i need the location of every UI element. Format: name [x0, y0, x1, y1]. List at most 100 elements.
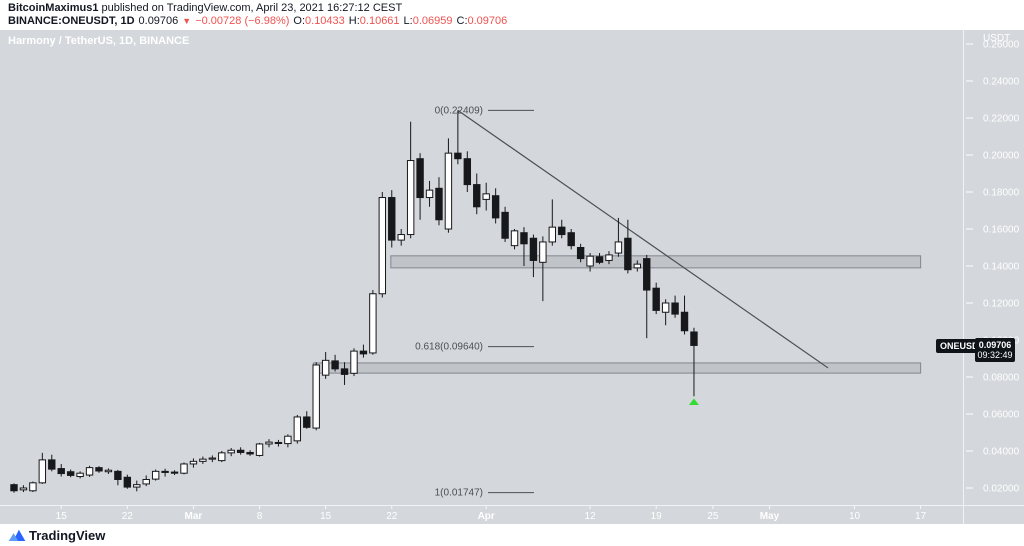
candle-body	[218, 452, 226, 462]
close-label: C:	[456, 15, 468, 27]
price-tick-label: 0.02000	[983, 484, 1020, 495]
buy-arrow-marker[interactable]	[688, 398, 699, 405]
candle-body	[425, 189, 434, 199]
candle-body	[652, 287, 660, 311]
price-tick-label: 0.26000	[983, 40, 1020, 51]
candle-body	[123, 476, 132, 488]
candle-body	[435, 187, 443, 221]
price-axis-unit: USDT	[983, 33, 1010, 44]
candle-body	[473, 184, 481, 208]
open-value: 0.10433	[305, 15, 345, 27]
candle-body	[161, 470, 169, 473]
candle-body	[491, 195, 500, 219]
published-text: published on TradingView.com, April 23, …	[98, 2, 403, 14]
top-attribution-bar: BitcoinMaximus1 published on TradingView…	[0, 0, 1024, 30]
attribution-line: BitcoinMaximus1 published on TradingView…	[8, 2, 402, 14]
price-tick-label: 0.22000	[983, 114, 1020, 125]
fib-level-label: 1(0.01747)	[435, 488, 483, 499]
candle-body	[529, 237, 538, 261]
candle-body	[567, 232, 575, 247]
high-value: 0.10661	[359, 15, 400, 27]
candle-body	[595, 256, 604, 263]
candle-body	[661, 302, 670, 313]
chart-pane[interactable]: 0(0.22409) 0.618(0.09640) 1(0.01747) USDT 0.…	[0, 30, 1024, 524]
candle-body	[104, 469, 113, 473]
candle-body	[29, 482, 37, 492]
time-tick-label: 25	[707, 511, 719, 522]
time-tick-label: 8	[257, 511, 263, 522]
fib-level-label: 0.618(0.09640)	[415, 342, 483, 353]
candle-body	[501, 211, 509, 239]
price-tick-label: 0.18000	[983, 188, 1020, 199]
candle-body	[66, 471, 75, 476]
time-tick-label: May	[760, 511, 780, 522]
candle-body	[586, 255, 594, 267]
time-tick-label: 22	[122, 511, 134, 522]
candle-body	[388, 197, 396, 241]
high-label: H:	[348, 15, 360, 27]
price-change: −0.00728 (−6.98%)	[195, 15, 290, 27]
horizontal-zone[interactable]	[312, 362, 922, 374]
candle-body	[293, 416, 302, 442]
footer-bar: TradingView	[0, 524, 1024, 546]
author-name: BitcoinMaximus1	[8, 2, 99, 14]
candle-body	[510, 230, 519, 247]
bar-countdown: 09:32:49	[977, 350, 1013, 360]
price-tick-label: 0.20000	[983, 151, 1020, 162]
candle-body	[605, 254, 613, 261]
candle-body	[76, 472, 84, 478]
candle-body	[151, 470, 160, 480]
candle-body	[397, 234, 405, 241]
candle-body	[255, 443, 264, 456]
close-value: 0.09706	[467, 15, 508, 27]
candle-body	[643, 258, 651, 291]
candle-body	[274, 441, 283, 444]
open-label: O:	[293, 15, 306, 27]
candle-body	[95, 467, 103, 472]
candle-body	[236, 449, 245, 453]
tradingview-brand-link[interactable]: TradingView	[29, 528, 106, 543]
time-tick-label: 15	[320, 511, 332, 522]
price-axis-separator	[963, 30, 964, 524]
price-chart-canvas[interactable]: 0(0.22409)0.618(0.09640)1(0.01747)USDT0.…	[0, 30, 1024, 524]
candle-body	[416, 158, 424, 199]
descending-trendline[interactable]	[457, 109, 829, 369]
price-tick-label: 0.08000	[983, 373, 1020, 384]
candle-body	[576, 247, 585, 260]
candle-body	[85, 467, 94, 476]
candle-body	[265, 441, 273, 445]
symbol-interval: BINANCE:ONEUSDT, 1D	[8, 15, 135, 27]
candle-body	[199, 458, 207, 462]
candle-body	[633, 263, 642, 269]
candle-body	[303, 416, 311, 428]
candle-body	[114, 470, 122, 480]
candle-body	[680, 311, 689, 332]
last-price-label: 0.09706 09:32:49	[975, 338, 1015, 362]
candle-body	[133, 484, 141, 488]
time-tick-label: 19	[651, 511, 663, 522]
candle-body	[38, 459, 47, 484]
ohlc-line: BINANCE:ONEUSDT, 1D 0.09706 ▼ −0.00728 (−6.…	[8, 15, 507, 27]
time-tick-label: Mar	[185, 511, 203, 522]
candle-body	[19, 487, 28, 491]
low-label: L:	[403, 15, 413, 27]
tradingview-logo[interactable]	[8, 528, 26, 542]
time-tick-label: 15	[56, 511, 68, 522]
price-tick-label: 0.12000	[983, 299, 1020, 310]
low-value: 0.06959	[412, 15, 453, 27]
candle-body	[227, 449, 235, 454]
price-tick-label: 0.14000	[983, 262, 1020, 273]
horizontal-zone[interactable]	[390, 255, 922, 269]
candle-body	[624, 237, 632, 271]
down-arrow-icon: ▼	[182, 16, 192, 26]
time-tick-label: 22	[386, 511, 398, 522]
candle-body	[57, 468, 65, 475]
last-price-value: 0.09706	[978, 340, 1012, 350]
price-tick-label: 0.04000	[983, 447, 1020, 458]
candle-body	[369, 293, 377, 354]
candle-body	[671, 302, 679, 315]
candle-body	[189, 460, 198, 465]
candle-body	[340, 368, 349, 375]
candle-body	[142, 478, 150, 485]
